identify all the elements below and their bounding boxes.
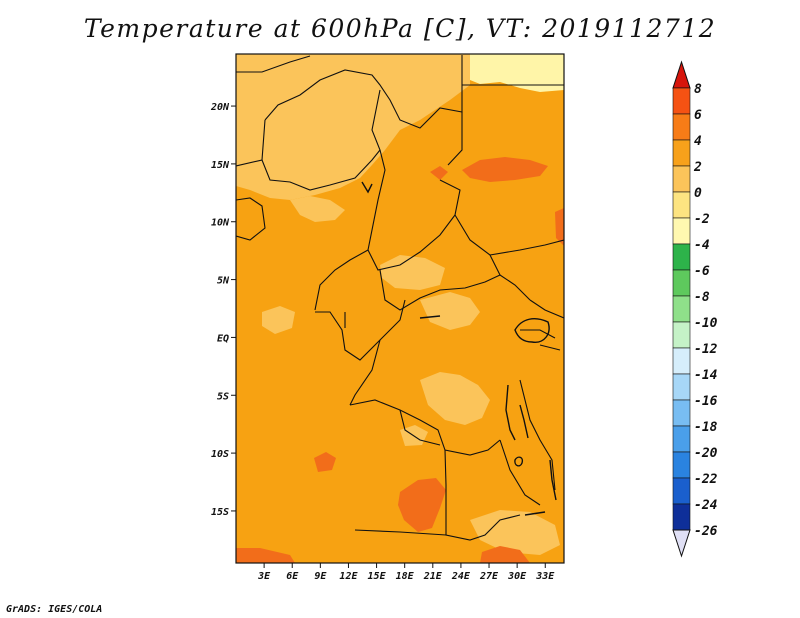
colorbar-level-label: 0 <box>694 186 702 201</box>
map-title: Temperature at 600hPa [C], VT: 201911271… <box>83 14 717 43</box>
field-0-to-2-west <box>262 306 295 334</box>
colorbar-level-label: 6 <box>694 108 702 123</box>
map-frame <box>235 53 565 564</box>
field-4-to-6-namibia <box>314 452 336 472</box>
colorbar-bin <box>672 139 691 167</box>
field-0-to-2-sahel <box>290 196 345 222</box>
colorbar-level-label: -22 <box>694 472 718 487</box>
colorbar-level-label: 2 <box>693 160 702 175</box>
colorbar-level-label: -10 <box>694 316 718 331</box>
field-4-to-6-southeast <box>480 546 530 563</box>
field-0-to-2-central <box>380 255 445 290</box>
temperature-field <box>236 54 564 563</box>
lon-tick-label: 33E <box>535 571 555 582</box>
colorbar-level-label: -20 <box>694 446 718 461</box>
colorbar-level-label: -18 <box>694 420 718 435</box>
colorbar: 8 6 4 2 0 -2 -4 -6 -8 -10 -12 -14 -16 -18 -20 -22 -24 -26 <box>672 60 718 558</box>
colorbar-bin <box>672 399 691 427</box>
lon-tick-label: 18E <box>396 571 415 582</box>
colorbar-level-label: -8 <box>694 290 710 305</box>
colorbar-level-label: -26 <box>694 524 718 539</box>
field-0-to-2-north <box>236 54 470 200</box>
field-neg2-to-0-northeast <box>470 54 564 92</box>
colorbar-bin <box>672 295 691 323</box>
lon-tick-label: 21E <box>423 571 443 582</box>
country-boundaries <box>236 55 564 541</box>
field-4-to-6-sudan <box>462 157 548 182</box>
lat-tick-label: 20N <box>210 102 230 113</box>
colorbar-level-label: -24 <box>694 498 718 513</box>
colorbar-bin <box>672 425 691 453</box>
colorbar-bin <box>672 477 691 505</box>
field-4-to-6-chad <box>430 166 448 180</box>
colorbar-bin <box>672 503 691 531</box>
lon-tick-label: 9E <box>314 571 327 582</box>
lon-tick-label: 3E <box>257 571 271 582</box>
field-0-to-2-south <box>470 510 560 555</box>
colorbar-bin <box>672 191 691 219</box>
field-0-to-2-east-congo <box>420 372 490 425</box>
lat-tick-label: 10S <box>211 449 229 460</box>
colorbar-bin <box>672 373 691 401</box>
colorbar-level-label: -14 <box>694 368 718 383</box>
lon-tick-label: 15E <box>368 571 387 582</box>
field-0-to-2-congo <box>420 292 480 330</box>
colorbar-level-label: 4 <box>694 134 702 149</box>
lon-tick-label: 12E <box>339 571 358 582</box>
colorbar-level-label: -16 <box>694 394 718 409</box>
lat-tick-label: 5S <box>217 391 229 402</box>
colorbar-bin <box>672 269 691 297</box>
colorbar-bin <box>672 113 691 141</box>
lat-tick-label: 5N <box>217 276 230 287</box>
field-4-to-6-ethiopia <box>555 208 564 246</box>
colorbar-level-label: -4 <box>694 238 710 253</box>
colorbar-bin <box>672 165 691 193</box>
lon-tick-label: 30E <box>507 571 527 582</box>
lon-tick-label: 27E <box>479 571 499 582</box>
lat-tick-label: EQ <box>217 333 229 344</box>
colorbar-bin <box>672 217 691 245</box>
colorbar-level-label: -12 <box>694 342 718 357</box>
colorbar-top-arrow <box>672 60 691 89</box>
lat-tick-label: 15N <box>211 160 230 171</box>
colorbar-bottom-arrow <box>672 529 691 558</box>
lat-tick-label: 15S <box>211 507 229 518</box>
field-4-to-6-zambia <box>398 478 446 532</box>
lon-tick-label: 24E <box>451 571 471 582</box>
colorbar-bin <box>672 321 691 349</box>
colorbar-bin <box>672 87 691 115</box>
colorbar-level-label: 8 <box>694 82 702 97</box>
field-4-to-6-southwest <box>236 548 295 563</box>
grads-credit: GrADS: IGES/COLA <box>6 604 103 615</box>
colorbar-bin <box>672 347 691 375</box>
colorbar-bin <box>672 243 691 271</box>
lat-tick-label: 10N <box>211 218 230 229</box>
colorbar-bin <box>672 451 691 479</box>
longitude-axis: 3E 6E 9E 12E 15E 18E 21E 24E 27E 30E 33E <box>257 563 555 582</box>
colorbar-level-label: -6 <box>694 264 710 279</box>
lon-tick-label: 6E <box>286 571 299 582</box>
latitude-axis: 20N 15N 10N 5N EQ 5S 10S 15S <box>210 102 236 518</box>
colorbar-level-label: -2 <box>694 212 710 227</box>
lakes <box>361 181 557 516</box>
